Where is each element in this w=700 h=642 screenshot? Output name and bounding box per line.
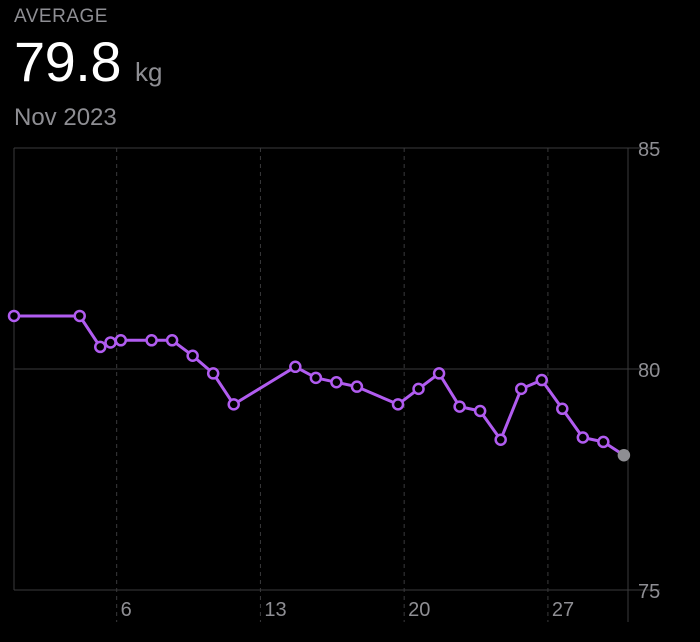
x-tick-label-13: 13 (264, 599, 286, 621)
data-point (309, 371, 323, 385)
data-point (145, 334, 158, 347)
data-point (576, 431, 590, 444)
summary-header: AVERAGE 79.8 kg Nov 2023 (14, 6, 162, 132)
data-point (289, 360, 302, 374)
weight-series-line (12, 314, 626, 457)
x-tick-label-27: 27 (552, 599, 574, 621)
data-point (186, 349, 199, 362)
latest-data-point (617, 448, 631, 462)
data-point (473, 404, 487, 418)
average-label: AVERAGE (14, 6, 108, 27)
data-point (7, 309, 21, 323)
average-value: 79.8 (14, 30, 122, 93)
data-point (206, 367, 220, 380)
data-point (494, 433, 507, 446)
unit-label: kg (135, 57, 163, 87)
data-point (597, 435, 610, 449)
average-value-row: 79.8 kg (14, 34, 162, 90)
data-point (93, 340, 107, 354)
x-tick-label-20: 20 (408, 599, 430, 621)
data-point (514, 382, 528, 396)
y-tick-label-75: 75 (638, 581, 660, 603)
data-point (165, 334, 179, 347)
data-point (535, 373, 549, 387)
data-point (453, 400, 466, 413)
data-point (432, 367, 446, 380)
data-point (104, 336, 117, 349)
data-point (391, 398, 405, 411)
x-tick-label-6: 6 (121, 599, 132, 621)
period-label: Nov 2023 (14, 104, 117, 131)
data-point (227, 398, 240, 411)
y-tick-label-85: 85 (638, 139, 660, 161)
data-point (114, 334, 128, 347)
data-point (73, 309, 86, 323)
data-point (412, 382, 425, 396)
data-point (556, 402, 569, 416)
data-point (330, 376, 343, 389)
data-point (350, 380, 364, 393)
y-tick-label-80: 80 (638, 360, 660, 382)
